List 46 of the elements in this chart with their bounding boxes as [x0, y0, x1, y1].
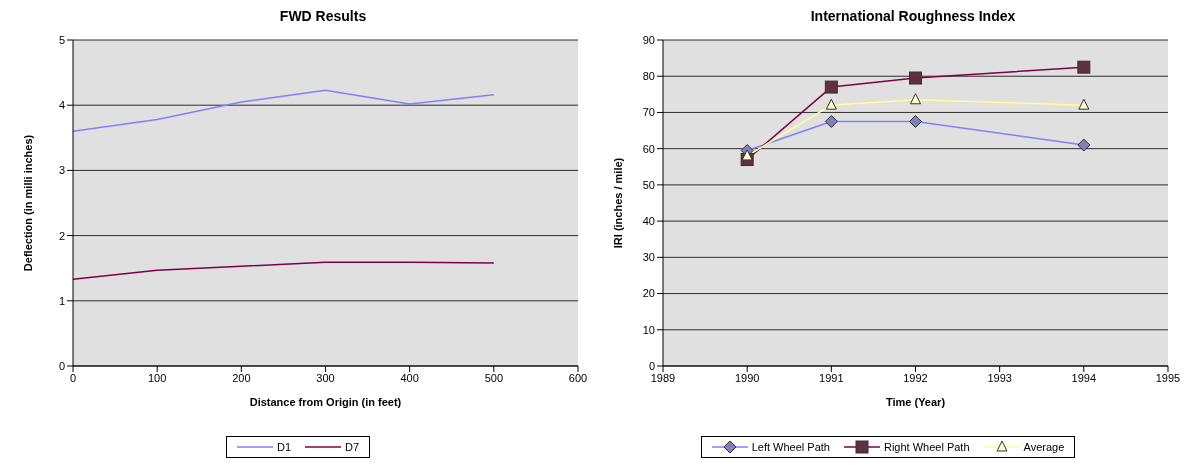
x-tick-label: 1995	[1155, 371, 1181, 384]
legend-label: D1	[276, 441, 291, 453]
legend-label: D7	[345, 441, 360, 453]
x-tick-label: 1989	[650, 371, 676, 384]
y-tick-label: 80	[642, 70, 655, 83]
x-tick-label: 1994	[1071, 371, 1097, 384]
line-series	[73, 261, 495, 281]
x-tick-label: 1991	[819, 371, 844, 384]
line-series	[73, 89, 495, 133]
x-axis-title: Time (Year)	[885, 396, 946, 408]
x-tick-label: 100	[147, 371, 167, 384]
y-tick-label: 5	[58, 33, 65, 46]
y-tick-label: 0	[648, 359, 655, 372]
y-tick-label: 90	[642, 33, 655, 46]
y-axis-title: Deflection (in milli inches)	[21, 134, 34, 272]
x-tick-label: 300	[316, 371, 335, 384]
y-tick-label: 40	[642, 215, 655, 228]
x-tick-label: 600	[568, 371, 588, 384]
x-tick-label: 1993	[987, 371, 1012, 384]
x-tick-label: 0	[69, 371, 77, 384]
legend-label: Left Wheel Path	[751, 441, 830, 453]
point	[909, 71, 922, 85]
y-tick-label: 0	[58, 359, 65, 372]
point	[824, 80, 838, 94]
legend-label: Right Wheel Path	[883, 441, 970, 453]
legend-label: Average	[1023, 441, 1065, 453]
y-tick-label: 30	[642, 251, 655, 264]
x-tick-label: 1992	[903, 371, 928, 384]
chart-title: FWD Results	[278, 8, 368, 26]
y-tick-label: 2	[58, 229, 65, 242]
point	[1077, 60, 1091, 74]
y-tick-label: 10	[642, 323, 655, 336]
y-tick-label: 20	[642, 287, 655, 300]
y-tick-label: 50	[642, 178, 655, 191]
y-tick-label: 4	[58, 99, 65, 112]
x-tick-label: 200	[232, 371, 251, 384]
x-tick-label: 500	[484, 371, 504, 384]
y-tick-label: 1	[58, 294, 65, 307]
x-axis-title: Distance from Origin (in feet)	[249, 396, 402, 408]
y-tick-label: 3	[58, 164, 65, 177]
y-tick-label: 70	[642, 106, 655, 119]
x-tick-label: 400	[400, 371, 419, 384]
y-tick-label: 60	[642, 142, 655, 155]
y-axis-title: IRI (inches / mile)	[611, 157, 624, 249]
x-tick-label: 1990	[734, 371, 760, 384]
chart-title: International Roughness Index	[809, 8, 1017, 26]
